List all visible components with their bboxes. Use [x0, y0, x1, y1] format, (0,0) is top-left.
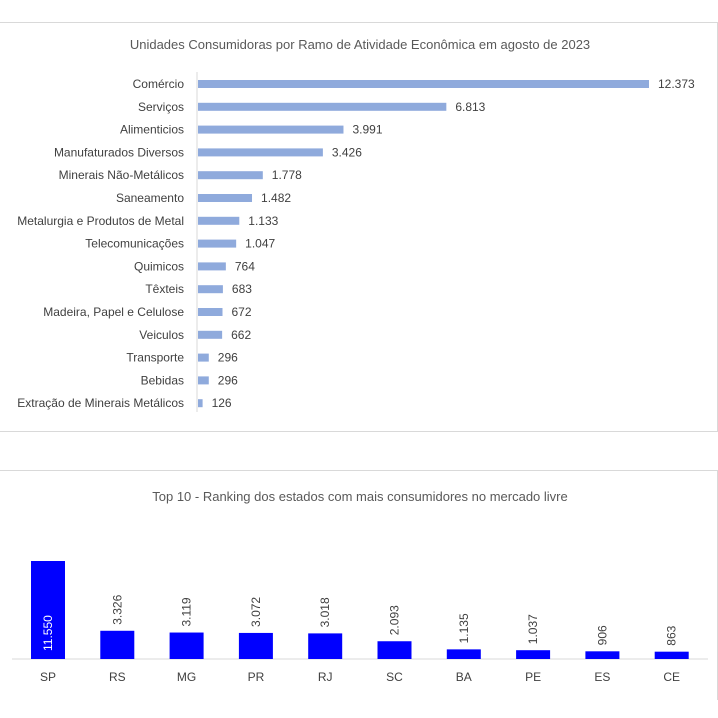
sector-category-label: Alimenticios	[120, 123, 184, 137]
sector-value-label: 12.373	[658, 77, 695, 91]
sector-value-label: 1.047	[245, 237, 275, 251]
sector-category-label: Saneamento	[116, 191, 184, 205]
sector-category-label: Transporte	[126, 351, 184, 365]
sector-value-label: 126	[212, 396, 232, 410]
sector-value-label: 1.482	[261, 191, 291, 205]
sector-bar	[198, 171, 263, 180]
sector-value-label: 662	[231, 328, 251, 342]
sector-bar	[198, 148, 323, 157]
sector-bar	[198, 285, 223, 294]
sector-value-label: 672	[231, 305, 251, 319]
sector-bar	[198, 125, 344, 134]
sector-category-label: Têxteis	[145, 282, 184, 296]
sector-bar	[198, 102, 447, 111]
sector-category-label: Veiculos	[139, 328, 184, 342]
sector-category-label: Extração de Minerais Metálicos	[17, 396, 184, 410]
sector-value-label: 1.133	[248, 214, 278, 228]
sector-value-label: 683	[232, 282, 252, 296]
sector-category-label: Manufaturados Diversos	[54, 145, 184, 159]
sector-bar	[198, 194, 253, 202]
sector-category-label: Serviços	[138, 100, 184, 114]
sector-bar-chart: Unidades Consumidoras por Ramo de Ativid…	[17, 37, 695, 412]
sector-value-label: 6.813	[455, 100, 485, 114]
sector-value-label: 1.778	[272, 168, 302, 182]
sector-value-label: 3.426	[332, 145, 362, 159]
sector-bar	[198, 308, 223, 316]
sector-category-label: Quimicos	[134, 259, 184, 273]
sector-bar	[198, 376, 209, 385]
sector-bar	[198, 262, 226, 271]
sector-bar	[198, 239, 237, 248]
sector-category-label: Metalurgia e Produtos de Metal	[17, 214, 184, 228]
sector-category-label: Minerais Não-Metálicos	[59, 168, 184, 182]
sector-bar	[198, 216, 240, 225]
sector-bar	[198, 353, 209, 362]
sector-value-label: 3.991	[352, 123, 382, 137]
sector-value-label: 764	[235, 259, 255, 273]
sector-category-label: Madeira, Papel e Celulose	[43, 305, 184, 319]
sector-value-label: 296	[218, 351, 238, 365]
sector-category-label: Telecomunicações	[85, 237, 184, 251]
states-chart-panel	[0, 470, 718, 700]
sector-category-label: Bebidas	[141, 373, 184, 387]
sector-chart-title: Unidades Consumidoras por Ramo de Ativid…	[130, 37, 590, 52]
sector-bar	[198, 330, 223, 339]
sector-value-label: 296	[218, 373, 238, 387]
sector-bar	[198, 399, 203, 408]
sector-bar	[198, 80, 649, 88]
sector-category-label: Comércio	[133, 77, 185, 91]
